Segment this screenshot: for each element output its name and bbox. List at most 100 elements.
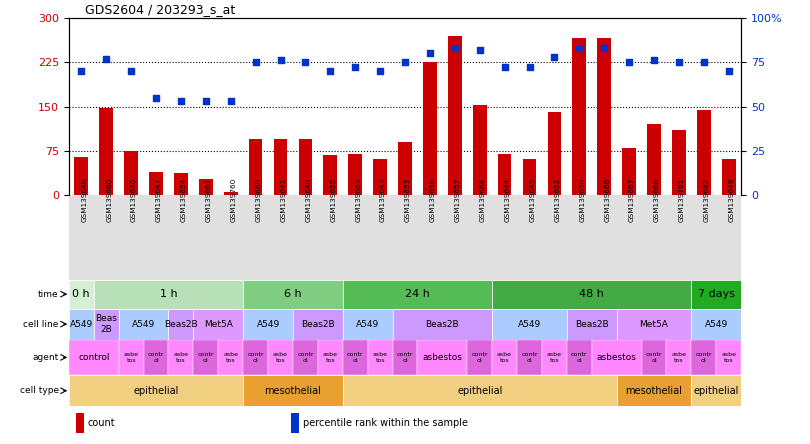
Point bbox=[199, 98, 212, 105]
Point bbox=[598, 44, 611, 52]
Text: Beas2B: Beas2B bbox=[575, 320, 608, 329]
Text: GSM139666: GSM139666 bbox=[604, 178, 610, 222]
Bar bbox=[492, 309, 567, 340]
Text: GSM139669: GSM139669 bbox=[256, 178, 262, 222]
Text: 48 h: 48 h bbox=[579, 289, 604, 299]
Bar bbox=[597, 39, 611, 195]
Text: GSM139641: GSM139641 bbox=[280, 178, 287, 222]
Bar bbox=[517, 340, 542, 375]
Text: contr
ol: contr ol bbox=[297, 352, 313, 363]
Bar bbox=[448, 36, 462, 195]
Bar bbox=[124, 151, 138, 195]
Bar bbox=[343, 340, 368, 375]
Bar bbox=[393, 340, 417, 375]
Text: contr
ol: contr ol bbox=[397, 352, 413, 363]
Text: asbe
tos: asbe tos bbox=[497, 352, 512, 363]
Text: asbe
tos: asbe tos bbox=[273, 352, 288, 363]
Point bbox=[573, 44, 586, 52]
Point bbox=[125, 67, 138, 75]
Bar bbox=[194, 340, 218, 375]
Bar bbox=[75, 157, 88, 195]
Point bbox=[523, 64, 536, 71]
Text: asbestos: asbestos bbox=[422, 353, 463, 362]
Bar bbox=[94, 280, 243, 309]
Text: GSM139647: GSM139647 bbox=[156, 178, 162, 222]
Bar bbox=[343, 375, 616, 406]
Point bbox=[224, 98, 237, 105]
Text: contr
ol: contr ol bbox=[147, 352, 164, 363]
Bar bbox=[274, 139, 288, 195]
Text: GSM139649: GSM139649 bbox=[729, 178, 735, 222]
Bar bbox=[174, 173, 188, 195]
Bar bbox=[492, 280, 692, 309]
Bar bbox=[343, 280, 492, 309]
Text: count: count bbox=[87, 418, 115, 428]
Bar bbox=[243, 280, 343, 309]
Bar bbox=[368, 340, 393, 375]
Text: GSM139648: GSM139648 bbox=[305, 178, 311, 222]
Bar bbox=[243, 309, 293, 340]
Text: GSM139654: GSM139654 bbox=[181, 178, 187, 222]
Text: asbe
tos: asbe tos bbox=[721, 352, 736, 363]
Bar bbox=[692, 375, 741, 406]
Point bbox=[249, 59, 262, 66]
Point bbox=[299, 59, 312, 66]
Bar bbox=[616, 375, 692, 406]
Point bbox=[100, 55, 113, 62]
Text: 7 days: 7 days bbox=[697, 289, 735, 299]
Text: Beas2B: Beas2B bbox=[164, 320, 198, 329]
Bar bbox=[343, 309, 393, 340]
Bar bbox=[293, 309, 343, 340]
Bar bbox=[722, 159, 735, 195]
Bar bbox=[622, 148, 636, 195]
Point bbox=[473, 46, 486, 53]
Bar bbox=[249, 139, 262, 195]
Bar bbox=[118, 340, 143, 375]
Text: GSM139656: GSM139656 bbox=[430, 178, 436, 222]
Bar bbox=[667, 340, 692, 375]
Bar bbox=[373, 159, 387, 195]
Text: contr
ol: contr ol bbox=[522, 352, 538, 363]
Text: mesothelial: mesothelial bbox=[625, 386, 683, 396]
Text: 6 h: 6 h bbox=[284, 289, 302, 299]
Bar bbox=[143, 340, 168, 375]
Bar bbox=[75, 413, 84, 433]
Bar bbox=[692, 309, 741, 340]
Point bbox=[498, 64, 511, 71]
Text: 0 h: 0 h bbox=[72, 289, 90, 299]
Bar bbox=[642, 340, 667, 375]
Bar bbox=[293, 340, 318, 375]
Text: control: control bbox=[78, 353, 109, 362]
Text: cell type: cell type bbox=[19, 386, 59, 395]
Text: GSM139660: GSM139660 bbox=[106, 178, 113, 222]
Text: GSM139760: GSM139760 bbox=[231, 178, 237, 222]
Text: GSM139668: GSM139668 bbox=[654, 178, 660, 222]
Text: GSM139655: GSM139655 bbox=[330, 178, 336, 222]
Bar bbox=[467, 340, 492, 375]
Bar bbox=[692, 280, 741, 309]
Bar bbox=[567, 340, 592, 375]
Point bbox=[399, 59, 411, 66]
Text: GSM139664: GSM139664 bbox=[480, 178, 486, 222]
Text: asbe
tos: asbe tos bbox=[323, 352, 338, 363]
Bar bbox=[393, 309, 492, 340]
Text: Met5A: Met5A bbox=[640, 320, 668, 329]
Text: A549: A549 bbox=[70, 320, 93, 329]
Text: GSM139640: GSM139640 bbox=[131, 178, 137, 222]
Bar bbox=[567, 309, 616, 340]
Text: GDS2604 / 203293_s_at: GDS2604 / 203293_s_at bbox=[85, 3, 235, 16]
Bar bbox=[69, 280, 94, 309]
Bar bbox=[291, 413, 300, 433]
Point bbox=[697, 59, 710, 66]
Bar bbox=[399, 142, 411, 195]
Bar bbox=[100, 108, 113, 195]
Bar bbox=[168, 309, 194, 340]
Text: asbe
tos: asbe tos bbox=[547, 352, 562, 363]
Bar bbox=[473, 105, 487, 195]
Point bbox=[672, 59, 685, 66]
Text: GSM139643: GSM139643 bbox=[380, 178, 386, 222]
Text: percentile rank within the sample: percentile rank within the sample bbox=[303, 418, 468, 428]
Text: Met5A: Met5A bbox=[204, 320, 232, 329]
Point bbox=[274, 57, 287, 64]
Bar bbox=[194, 309, 243, 340]
